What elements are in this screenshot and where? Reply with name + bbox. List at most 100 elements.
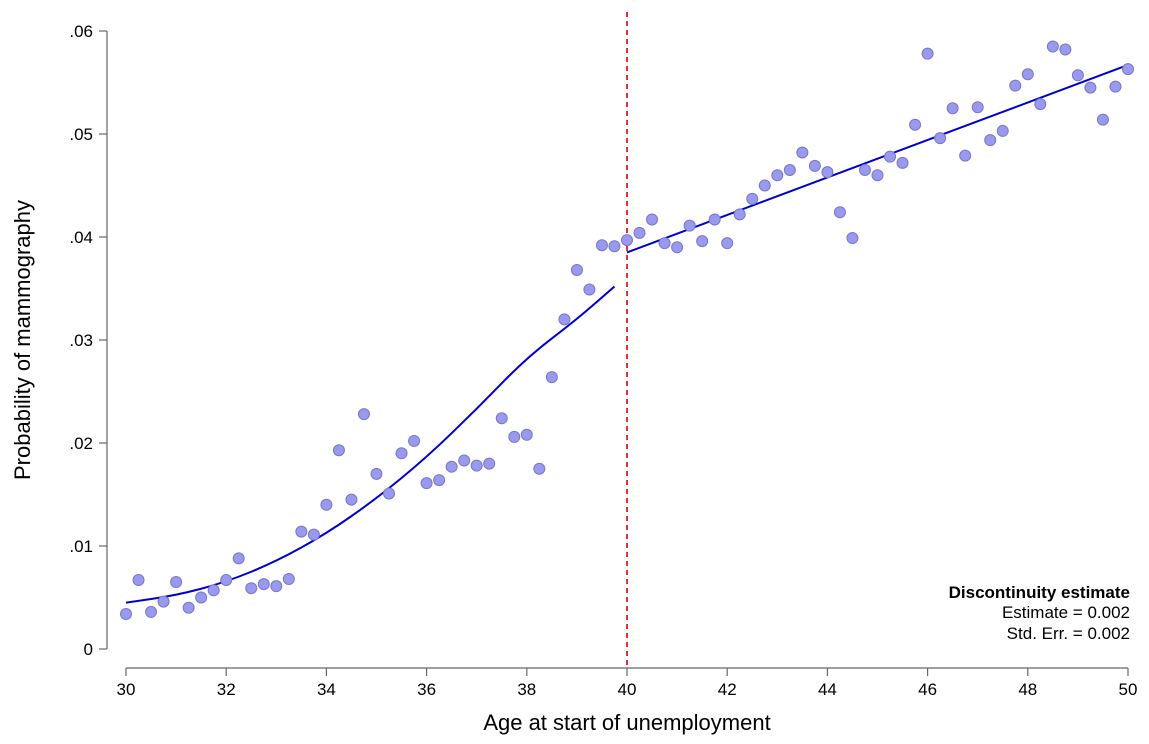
data-point — [357, 408, 370, 421]
annotation-std-err: Std. Err. = 0.002 — [1007, 624, 1130, 643]
data-point — [220, 573, 233, 586]
data-point — [232, 552, 245, 565]
data-point — [383, 487, 396, 500]
data-point — [608, 240, 621, 253]
x-tick-label: 30 — [117, 680, 136, 699]
data-point — [470, 459, 483, 472]
x-tick-label: 40 — [618, 680, 637, 699]
points-layer — [120, 40, 1134, 620]
data-point — [245, 582, 258, 595]
data-point — [545, 371, 558, 384]
data-point — [921, 47, 934, 60]
data-point — [583, 283, 596, 296]
x-tick-label: 38 — [517, 680, 536, 699]
x-tick-label: 46 — [918, 680, 937, 699]
data-point — [796, 146, 809, 159]
data-point — [846, 232, 859, 245]
data-point — [959, 149, 972, 162]
data-point — [257, 578, 270, 591]
x-tick-label: 42 — [718, 680, 737, 699]
data-point — [395, 447, 408, 460]
y-tick-label: .06 — [69, 22, 93, 41]
data-point — [696, 235, 709, 248]
data-point — [683, 219, 696, 232]
data-point — [984, 134, 997, 147]
data-point — [633, 226, 646, 239]
data-point — [783, 164, 796, 177]
y-tick-label: 0 — [84, 640, 93, 659]
x-tick-label: 50 — [1119, 680, 1138, 699]
x-axis: 30 32 34 36 38 40 42 44 46 48 50 — [117, 667, 1138, 699]
y-axis-title: Probability of mammography — [10, 200, 35, 480]
data-point — [658, 237, 671, 250]
data-point — [808, 159, 821, 172]
data-point — [708, 213, 721, 226]
annotation-estimate: Estimate = 0.002 — [1002, 603, 1130, 622]
data-point — [884, 150, 897, 163]
data-point — [1096, 113, 1109, 126]
data-point — [433, 474, 446, 487]
data-point — [858, 164, 871, 177]
data-point — [1071, 69, 1084, 82]
data-point — [458, 454, 471, 467]
data-point — [971, 101, 984, 114]
data-point — [1034, 98, 1047, 111]
data-point — [558, 313, 571, 326]
x-tick-label: 32 — [217, 680, 236, 699]
data-point — [332, 444, 345, 457]
data-point — [195, 591, 208, 604]
data-point — [120, 607, 132, 620]
data-point — [182, 601, 195, 614]
data-point — [1084, 81, 1097, 94]
data-point — [871, 169, 884, 182]
data-point — [320, 498, 333, 511]
x-tick-label: 34 — [317, 680, 336, 699]
data-point — [771, 169, 784, 182]
y-tick-label: .04 — [69, 228, 93, 247]
fit-line-left — [125, 285, 616, 604]
data-point — [282, 572, 295, 585]
data-point — [1009, 79, 1022, 92]
data-point — [1021, 68, 1034, 81]
data-point — [132, 573, 145, 586]
data-point — [207, 584, 220, 597]
data-point — [408, 434, 421, 447]
x-tick-label: 36 — [417, 680, 436, 699]
data-point — [420, 477, 433, 490]
data-point — [758, 179, 771, 192]
data-point — [996, 124, 1009, 137]
discontinuity-annotation: Discontinuity estimate Estimate = 0.002 … — [949, 583, 1130, 643]
data-point — [833, 206, 846, 219]
y-tick-label: .05 — [69, 125, 93, 144]
x-tick-label: 48 — [1018, 680, 1037, 699]
annotation-title: Discontinuity estimate — [949, 583, 1130, 602]
x-tick-label: 44 — [818, 680, 837, 699]
data-point — [533, 462, 546, 475]
data-point — [671, 241, 684, 254]
data-point — [1109, 80, 1122, 93]
data-point — [946, 102, 959, 115]
data-point — [170, 576, 183, 589]
fit-line-right — [626, 64, 1129, 254]
data-point — [157, 595, 170, 608]
data-point — [520, 428, 533, 441]
data-point — [896, 156, 909, 169]
data-point — [345, 493, 358, 506]
data-point — [295, 525, 308, 538]
data-point — [1122, 63, 1134, 76]
data-point — [570, 263, 583, 276]
x-axis-title: Age at start of unemployment — [483, 710, 770, 735]
data-point — [1059, 43, 1072, 56]
data-point — [508, 430, 521, 443]
data-point — [909, 118, 922, 131]
data-point — [721, 237, 734, 250]
data-point — [621, 234, 633, 247]
y-axis: 0 .01 .02 .03 .04 .05 .06 — [69, 22, 108, 659]
data-point — [1046, 40, 1059, 53]
y-tick-label: .02 — [69, 434, 93, 453]
fit-layer — [125, 64, 1129, 604]
data-point — [646, 213, 659, 226]
data-point — [595, 239, 608, 252]
data-point — [733, 208, 746, 221]
